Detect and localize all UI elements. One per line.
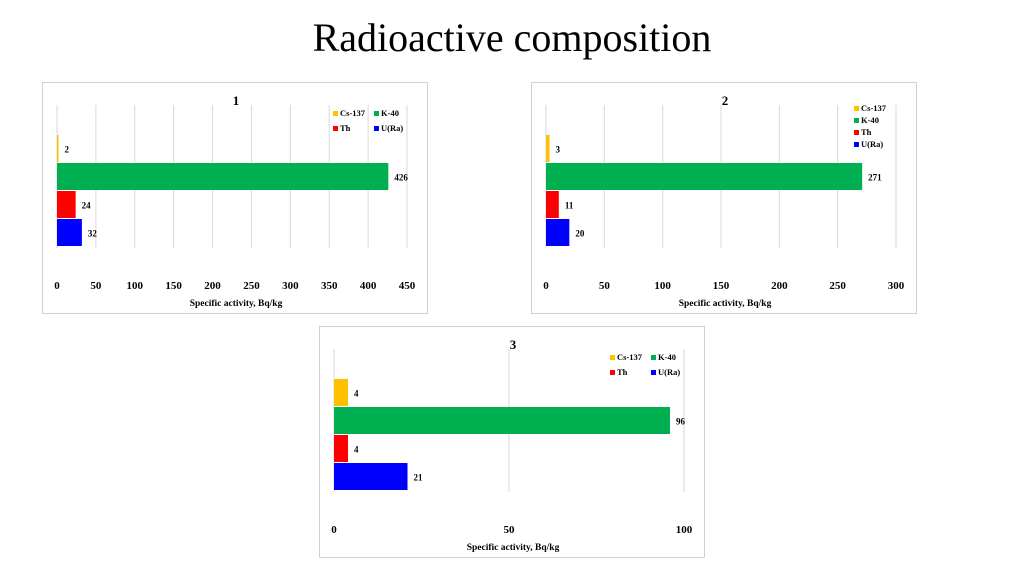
chart-svg-1: 1 2 426 24 32 0 50 100 150 200 250 300 350 400 450 Spec… (54, 93, 416, 309)
legend-label: U(Ra) (861, 139, 883, 149)
x-tick-label: 250 (243, 280, 260, 292)
x-tick-label: 100 (676, 524, 693, 536)
bar-th (57, 191, 76, 218)
legend-label: Cs-137 (340, 108, 366, 118)
x-tick-label: 300 (888, 280, 905, 292)
legend-swatch (374, 111, 379, 116)
legend-label: Cs-137 (617, 352, 643, 362)
legend-swatch (333, 126, 338, 131)
chart-svg-3: 3 4 96 4 21 0 50 100 Specific activity, Bq/kg Cs-… (331, 337, 693, 553)
bar-value-label: 32 (88, 229, 98, 239)
bar-k-40 (57, 163, 389, 190)
x-tick-label: 0 (54, 280, 60, 292)
bar-u-ra- (334, 463, 408, 490)
bar-value-label: 96 (676, 417, 686, 427)
x-tick-label: 150 (713, 280, 730, 292)
bar-u-ra- (546, 219, 570, 246)
bar-k-40 (334, 407, 670, 434)
bar-th (334, 435, 348, 462)
legend: Cs-137 K-40 Th U(Ra) (854, 103, 887, 149)
bar-value-label: 21 (414, 473, 424, 483)
legend-label: U(Ra) (658, 367, 680, 377)
bar-value-label: 3 (556, 145, 561, 155)
x-tick-label: 400 (360, 280, 377, 292)
x-axis-label: Specific activity, Bq/kg (679, 299, 772, 309)
legend-swatch (854, 130, 859, 135)
page-title: Radioactive composition (312, 15, 712, 60)
bar-k-40 (546, 163, 863, 190)
bar-value-label: 4 (354, 389, 359, 399)
x-tick-label: 250 (829, 280, 846, 292)
legend-label: Th (340, 123, 351, 133)
legend: Cs-137 K-40 Th U(Ra) (333, 108, 403, 133)
legend-label: Th (617, 367, 628, 377)
legend-label: Th (861, 127, 872, 137)
legend-label: K-40 (658, 352, 676, 362)
legend: Cs-137 K-40 Th U(Ra) (610, 352, 680, 377)
legend-swatch (651, 370, 656, 375)
x-tick-label: 50 (90, 280, 102, 292)
bar-u-ra- (57, 219, 82, 246)
legend-label: K-40 (381, 108, 399, 118)
x-tick-label: 0 (543, 280, 549, 292)
chart-title: 2 (722, 93, 729, 108)
legend-swatch (651, 355, 656, 360)
legend-label: U(Ra) (381, 123, 403, 133)
x-tick-label: 50 (504, 524, 516, 536)
x-axis-label: Specific activity, Bq/kg (190, 299, 283, 309)
bar-value-label: 271 (868, 173, 882, 183)
x-axis-label: Specific activity, Bq/kg (467, 543, 560, 553)
chart-panel-2: 2 3 271 11 20 0 50 100 150 200 250 300 Specific acti… (531, 82, 917, 314)
x-tick-label: 150 (165, 280, 182, 292)
legend-label: Cs-137 (861, 103, 887, 113)
x-tick-label: 100 (654, 280, 671, 292)
x-tick-label: 200 (204, 280, 221, 292)
x-tick-label: 50 (599, 280, 611, 292)
legend-swatch (333, 111, 338, 116)
legend-swatch (610, 355, 615, 360)
bar-value-label: 4 (354, 445, 359, 455)
legend-swatch (374, 126, 379, 131)
bar-th (546, 191, 559, 218)
legend-swatch (610, 370, 615, 375)
bar-value-label: 426 (394, 173, 408, 183)
legend-swatch (854, 142, 859, 147)
bar-value-label: 20 (575, 229, 585, 239)
bar-cs-137 (546, 135, 550, 162)
bar-value-label: 24 (82, 201, 92, 211)
x-tick-label: 200 (771, 280, 788, 292)
bar-cs-137 (334, 379, 348, 406)
legend-label: K-40 (861, 115, 879, 125)
x-tick-label: 450 (399, 280, 416, 292)
legend-swatch (854, 106, 859, 111)
bar-cs-137 (57, 135, 59, 162)
chart-title: 3 (510, 337, 517, 352)
chart-title: 1 (233, 93, 240, 108)
chart-panel-3: 3 4 96 4 21 0 50 100 Specific activity, Bq/kg Cs-… (319, 326, 705, 558)
bar-value-label: 11 (565, 201, 574, 211)
x-tick-label: 0 (331, 524, 337, 536)
bar-value-label: 2 (65, 145, 70, 155)
x-tick-label: 300 (282, 280, 299, 292)
chart-panel-1: 1 2 426 24 32 0 50 100 150 200 250 300 350 400 450 Spec… (42, 82, 428, 314)
x-tick-label: 350 (321, 280, 338, 292)
x-tick-label: 100 (127, 280, 144, 292)
legend-swatch (854, 118, 859, 123)
